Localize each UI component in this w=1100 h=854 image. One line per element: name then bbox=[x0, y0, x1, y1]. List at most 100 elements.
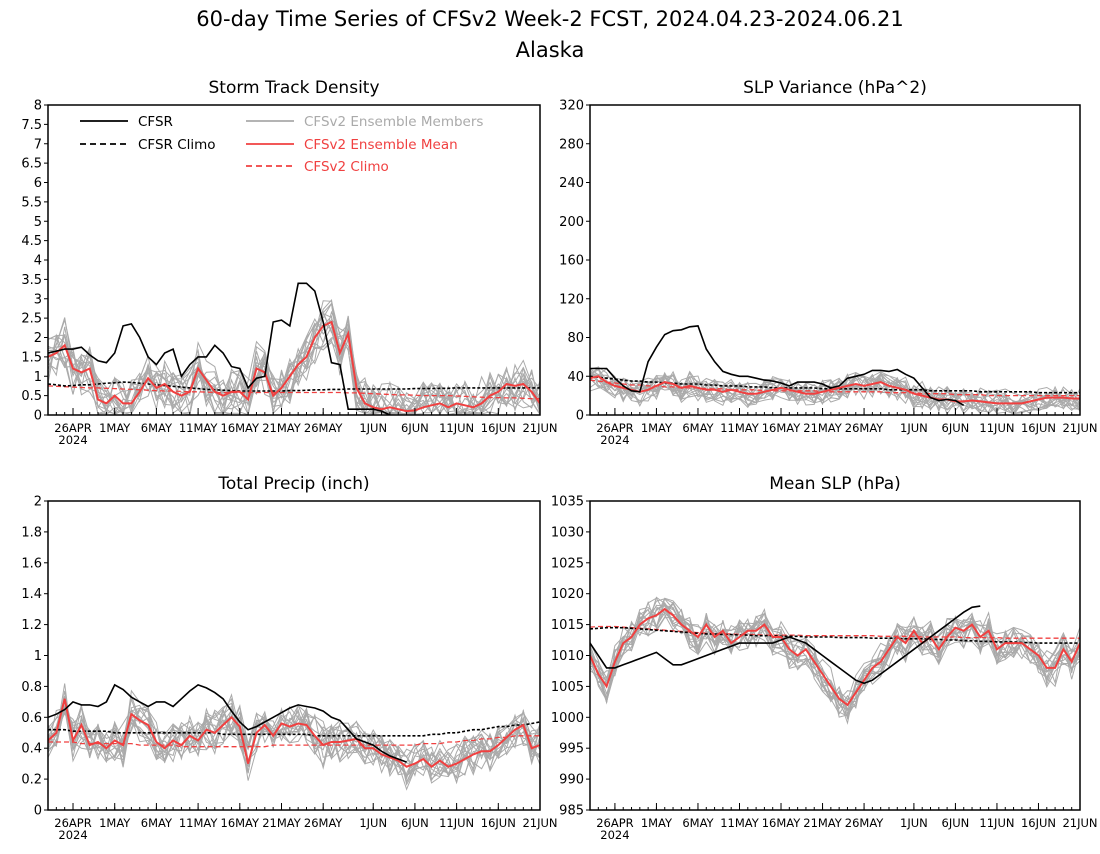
panel-title: Storm Track Density bbox=[208, 78, 379, 98]
cfsr-line bbox=[48, 683, 407, 763]
x-tick-label: 1JUN bbox=[900, 421, 928, 435]
x-year-label: 2024 bbox=[58, 828, 87, 842]
x-tick-label: 1MAY bbox=[641, 421, 673, 435]
x-tick-label: 11MAY bbox=[179, 421, 219, 435]
y-tick-label: 1025 bbox=[551, 556, 584, 571]
plot-area bbox=[590, 325, 1080, 415]
ensemble-mean-line bbox=[590, 375, 1080, 405]
x-tick-label: 1JUN bbox=[359, 816, 387, 830]
y-tick-label: 1.2 bbox=[21, 618, 42, 633]
cfsr-line bbox=[48, 282, 391, 415]
y-tick-label: 995 bbox=[559, 742, 584, 757]
y-tick-label: 2 bbox=[34, 495, 42, 510]
y-tick-label: 3 bbox=[34, 292, 42, 307]
y-tick-label: 120 bbox=[559, 292, 584, 307]
x-tick-label: 16JUN bbox=[481, 816, 516, 830]
x-year-label: 2024 bbox=[600, 433, 629, 447]
y-tick-label: 7 bbox=[34, 137, 42, 152]
x-tick-label: 6MAY bbox=[682, 816, 714, 830]
panel-2: SLP Variance (hPa^2) 0 40 80 120 160 200 240 280… bbox=[559, 78, 1097, 447]
y-tick-label: 6 bbox=[34, 176, 42, 191]
x-tick-label: 26APR bbox=[54, 421, 91, 435]
cfsr-line bbox=[590, 325, 965, 406]
y-tick-label: 990 bbox=[559, 773, 584, 788]
cfsr-line bbox=[590, 605, 981, 685]
ensemble-member-line bbox=[590, 373, 1080, 415]
x-tick-label: 16JUN bbox=[1021, 421, 1056, 435]
ensemble-mean-line bbox=[590, 607, 1080, 707]
y-tick-label: 4.5 bbox=[21, 234, 42, 249]
ensemble-member-line bbox=[48, 683, 540, 784]
x-tick-label: 11JUN bbox=[979, 816, 1014, 830]
cfsr-climo-line bbox=[48, 381, 540, 392]
x-tick-label: 21JUN bbox=[522, 421, 557, 435]
y-tick-label: 1.8 bbox=[21, 525, 42, 540]
cfsv2-climo-line bbox=[48, 735, 540, 748]
panel-4: Mean SLP (hPa) 985 990 995 1000 1005 1010 1015 1… bbox=[551, 474, 1098, 842]
ensemble-member-line bbox=[590, 603, 1080, 712]
panel-1: Storm Track Density 0 0.5 1 1.5 2 2.5 3 3.5 4 4.5 5… bbox=[21, 78, 557, 447]
x-tick-label: 1MAY bbox=[641, 816, 673, 830]
x-tick-label: 11MAY bbox=[179, 816, 219, 830]
y-tick-label: 1010 bbox=[551, 649, 584, 664]
y-tick-label: 5.5 bbox=[21, 195, 42, 210]
x-tick-label: 16JUN bbox=[1021, 816, 1056, 830]
y-tick-label: 3.5 bbox=[21, 273, 42, 288]
x-tick-label: 21MAY bbox=[803, 816, 843, 830]
y-tick-label: 0.8 bbox=[21, 680, 42, 695]
ensemble-member-line bbox=[48, 302, 540, 415]
figure-subtitle: Alaska bbox=[516, 38, 585, 62]
x-tick-label: 1MAY bbox=[99, 816, 131, 830]
plot-area bbox=[48, 683, 540, 791]
legend: CFSR CFSR Climo CFSv2 Ensemble Members CFSv… bbox=[80, 114, 483, 175]
y-tick-label: 1.6 bbox=[21, 556, 42, 571]
ensemble-member-line bbox=[48, 689, 540, 778]
y-tick-label: 200 bbox=[559, 215, 584, 230]
x-tick-label: 6MAY bbox=[141, 421, 173, 435]
x-tick-label: 21JUN bbox=[522, 816, 557, 830]
y-tick-label: 0.6 bbox=[21, 711, 42, 726]
y-tick-label: 0 bbox=[576, 409, 584, 424]
panel-title: SLP Variance (hPa^2) bbox=[743, 78, 927, 98]
y-tick-label: 6.5 bbox=[21, 157, 42, 172]
legend-label-cfsv2-climo: CFSv2 Climo bbox=[304, 159, 389, 175]
y-tick-label: 280 bbox=[559, 137, 584, 152]
x-tick-label: 21MAY bbox=[803, 421, 843, 435]
x-tick-label: 1JUN bbox=[359, 421, 387, 435]
y-tick-label: 240 bbox=[559, 176, 584, 191]
y-tick-label: 985 bbox=[559, 804, 584, 819]
x-tick-label: 26MAY bbox=[845, 421, 885, 435]
cfsv2-climo-line bbox=[48, 385, 540, 400]
y-tick-label: 1035 bbox=[551, 495, 584, 510]
cfsv2-climo-line bbox=[590, 379, 1080, 397]
y-tick-label: 160 bbox=[559, 254, 584, 269]
x-tick-label: 26MAY bbox=[304, 421, 344, 435]
x-tick-label: 6MAY bbox=[141, 816, 173, 830]
x-tick-label: 6MAY bbox=[682, 421, 714, 435]
x-tick-label: 6JUN bbox=[942, 421, 970, 435]
y-tick-label: 1.4 bbox=[21, 587, 42, 602]
ensemble-member-line bbox=[48, 337, 540, 415]
ensemble-member-line bbox=[48, 302, 540, 415]
x-tick-label: 16MAY bbox=[762, 421, 802, 435]
x-tick-label: 21MAY bbox=[262, 421, 302, 435]
legend-label-cfsr: CFSR bbox=[138, 114, 173, 130]
x-year-label: 2024 bbox=[58, 433, 87, 447]
ensemble-member-line bbox=[590, 373, 1080, 413]
panel-title: Mean SLP (hPa) bbox=[769, 474, 901, 494]
x-tick-label: 1MAY bbox=[99, 421, 131, 435]
x-tick-label: 11JUN bbox=[439, 816, 474, 830]
cfsr-climo-line bbox=[590, 626, 1080, 644]
y-tick-label: 0.5 bbox=[21, 389, 42, 404]
panel-3: Total Precip (inch) 0 0.2 0.4 0.6 0.8 1 1.2 1.4 1… bbox=[21, 474, 557, 842]
x-tick-label: 26APR bbox=[596, 816, 633, 830]
y-tick-label: 0 bbox=[34, 804, 42, 819]
y-tick-label: 2 bbox=[34, 331, 42, 346]
x-tick-label: 6JUN bbox=[942, 816, 970, 830]
y-tick-label: 5 bbox=[34, 215, 42, 230]
cfsr-climo-line bbox=[48, 721, 540, 737]
y-tick-label: 7.5 bbox=[21, 118, 42, 133]
ensemble-member-line bbox=[590, 366, 1080, 408]
y-tick-label: 1015 bbox=[551, 618, 584, 633]
plot-area bbox=[48, 282, 540, 415]
